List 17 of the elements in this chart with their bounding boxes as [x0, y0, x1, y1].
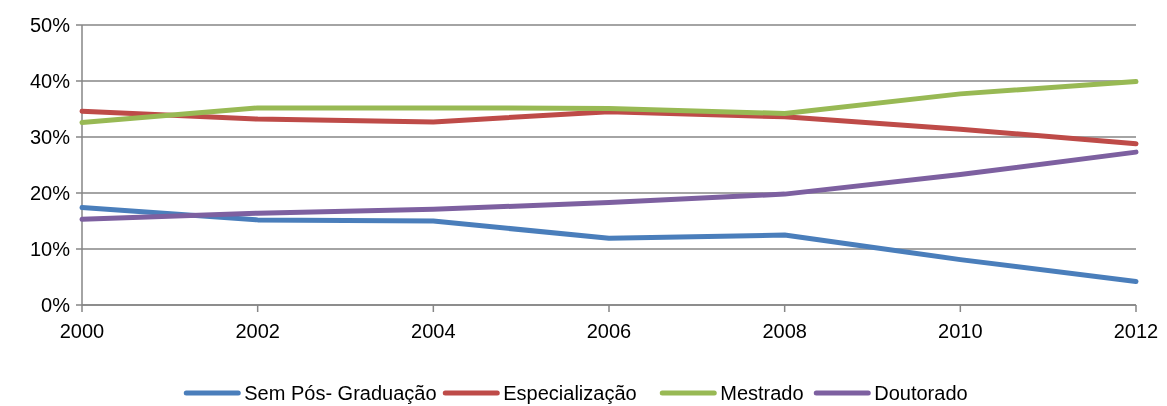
y-tick-label: 0% [41, 294, 71, 316]
y-tick-label: 50% [29, 14, 71, 36]
legend-label: Sem Pós- Graduação [244, 382, 437, 404]
y-tick-label: 10% [29, 238, 71, 260]
y-tick-label: 20% [29, 182, 71, 204]
y-tick-label: 40% [29, 70, 71, 92]
legend-label: Mestrado [720, 382, 804, 404]
x-tick-label: 2008 [762, 320, 807, 342]
x-tick-label: 2012 [1113, 320, 1159, 342]
x-tick-label: 2006 [586, 320, 632, 342]
x-tick-label: 2010 [938, 320, 983, 342]
legend-label: Especialização [503, 382, 637, 404]
x-tick-label: 2002 [235, 320, 280, 342]
x-tick-label: 2004 [411, 320, 456, 342]
legend-label: Doutorado [874, 382, 968, 404]
x-tick-label: 2000 [59, 320, 105, 342]
y-tick-label: 30% [29, 126, 71, 148]
